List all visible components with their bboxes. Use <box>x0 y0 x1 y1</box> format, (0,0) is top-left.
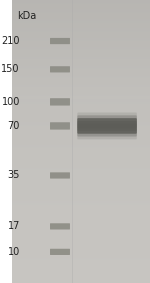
FancyBboxPatch shape <box>50 38 70 44</box>
Text: 210: 210 <box>1 36 20 46</box>
FancyBboxPatch shape <box>50 223 70 230</box>
FancyBboxPatch shape <box>77 124 137 139</box>
FancyBboxPatch shape <box>50 249 70 255</box>
Text: 150: 150 <box>1 64 20 74</box>
FancyBboxPatch shape <box>77 112 137 128</box>
Text: 35: 35 <box>8 170 20 181</box>
FancyBboxPatch shape <box>50 66 70 72</box>
FancyBboxPatch shape <box>77 121 137 136</box>
FancyBboxPatch shape <box>50 122 70 130</box>
FancyBboxPatch shape <box>50 172 70 179</box>
Text: 70: 70 <box>8 121 20 131</box>
Text: 100: 100 <box>2 97 20 107</box>
Text: 17: 17 <box>8 221 20 231</box>
Text: kDa: kDa <box>17 10 36 21</box>
Text: 10: 10 <box>8 247 20 257</box>
FancyBboxPatch shape <box>77 115 137 131</box>
FancyBboxPatch shape <box>50 98 70 106</box>
FancyBboxPatch shape <box>77 118 137 134</box>
